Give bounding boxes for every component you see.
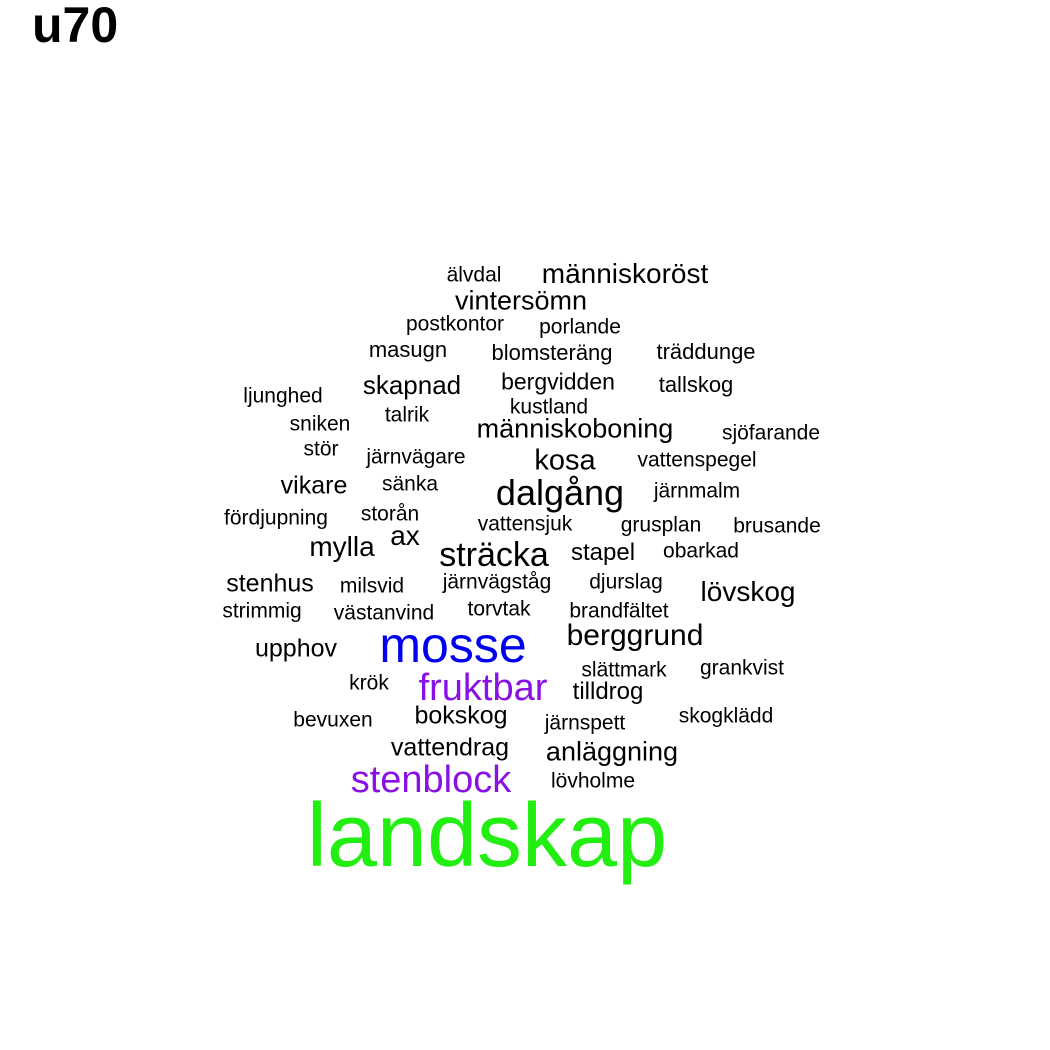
word-sniken: sniken xyxy=(289,412,351,436)
word-strimmig: strimmig xyxy=(222,599,302,623)
word-manniskorost: människoröst xyxy=(541,258,709,289)
word-grankvist: grankvist xyxy=(699,656,785,680)
word-ljunghed: ljunghed xyxy=(243,384,323,408)
word-vastanvind: västanvind xyxy=(333,601,435,625)
word-traddunge: träddunge xyxy=(656,339,756,364)
page-title: u70 xyxy=(32,0,119,53)
word-brandfaltet: brandfältet xyxy=(569,599,669,623)
word-jarnspett: järnspett xyxy=(544,711,626,735)
word-tilldrog: tilldrog xyxy=(572,678,644,705)
word-talrik: talrik xyxy=(384,403,430,427)
word-djurslag: djurslag xyxy=(589,570,663,594)
word-manniskoboning: människoboning xyxy=(476,413,674,444)
word-jarnvagstag: järnvägståg xyxy=(442,570,552,594)
word-storan: storån xyxy=(360,502,420,526)
word-jarnmalm: järnmalm xyxy=(653,479,741,503)
word-fruktbar: fruktbar xyxy=(418,667,548,709)
word-slattmark: slättmark xyxy=(581,658,667,682)
word-torvtak: torvtak xyxy=(467,597,531,621)
word-stracka: sträcka xyxy=(439,536,549,574)
word-grusplan: grusplan xyxy=(620,513,702,537)
word-fordjupning: fördjupning xyxy=(224,506,328,530)
word-mosse: mosse xyxy=(379,617,527,673)
word-bergvidden: bergvidden xyxy=(501,368,615,395)
word-skogkladd: skogklädd xyxy=(678,704,774,728)
word-stenblock: stenblock xyxy=(350,759,512,801)
word-landskap: landskap xyxy=(306,786,668,886)
word-vattensjuk: vattensjuk xyxy=(477,512,573,536)
word-lovskog: lövskog xyxy=(700,576,796,607)
word-sjofarande: sjöfarande xyxy=(721,421,821,445)
word-blomsterang: blomsteräng xyxy=(491,340,613,365)
word-skapnad: skapnad xyxy=(362,370,462,400)
word-sanka: sänka xyxy=(381,472,439,496)
word-upphov: upphov xyxy=(254,634,338,663)
word-jarnvagare: järnvägare xyxy=(366,445,466,469)
word-bevuxen: bevuxen xyxy=(293,708,373,732)
word-milsvid: milsvid xyxy=(339,574,405,598)
word-stenhus: stenhus xyxy=(226,569,314,598)
word-dalgang: dalgång xyxy=(495,472,625,513)
word-obarkad: obarkad xyxy=(663,539,739,563)
word-vattendrag: vattendrag xyxy=(390,733,510,762)
word-vintersomn: vintersömn xyxy=(454,285,588,316)
word-ax: ax xyxy=(390,520,420,551)
word-postkontor: postkontor xyxy=(405,312,505,336)
word-berggrund: berggrund xyxy=(566,619,704,652)
word-stor: stör xyxy=(303,437,339,461)
word-alvdal: älvdal xyxy=(446,263,502,287)
word-stapel: stapel xyxy=(570,539,636,566)
word-bokskog: bokskog xyxy=(414,701,508,730)
word-kosa: kosa xyxy=(534,444,596,477)
word-masugn: masugn xyxy=(368,337,448,362)
word-vattenspegel: vattenspegel xyxy=(637,448,757,472)
word-lovholme: lövholme xyxy=(550,769,636,793)
word-tallskog: tallskog xyxy=(658,372,734,397)
word-porlande: porlande xyxy=(539,315,621,339)
word-krok: krök xyxy=(349,671,389,695)
word-anlaggning: anläggning xyxy=(545,736,679,767)
word-kustland: kustland xyxy=(509,395,589,419)
word-mylla: mylla xyxy=(309,531,375,562)
word-vikare: vikare xyxy=(280,471,348,500)
word-brusande: brusande xyxy=(733,514,821,538)
